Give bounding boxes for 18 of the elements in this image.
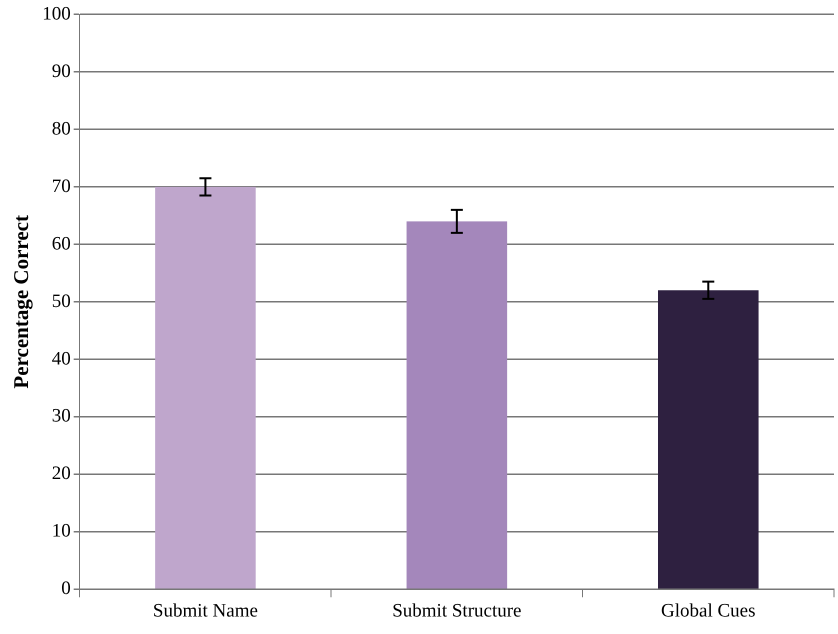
y-tick-label: 100 (42, 3, 71, 24)
x-tick-label: Submit Structure (392, 600, 522, 622)
y-tick-label: 80 (52, 118, 71, 140)
x-tick-label: Global Cues (661, 600, 756, 622)
y-tick-label: 70 (52, 176, 71, 197)
y-tick-label: 40 (52, 348, 71, 370)
x-tick-label: Submit Name (152, 600, 258, 622)
bar (155, 186, 256, 588)
bar (658, 290, 759, 588)
y-tick-label: 20 (52, 463, 71, 484)
y-tick-label: 60 (52, 233, 71, 254)
y-tick-label: 10 (52, 520, 71, 542)
y-axis-title: Percentage Correct (9, 215, 34, 389)
y-tick-label: 90 (52, 60, 71, 82)
y-tick-label: 30 (52, 406, 71, 427)
y-tick-label: 0 (61, 578, 71, 600)
bar (406, 221, 508, 588)
y-tick-label: 50 (52, 290, 71, 312)
